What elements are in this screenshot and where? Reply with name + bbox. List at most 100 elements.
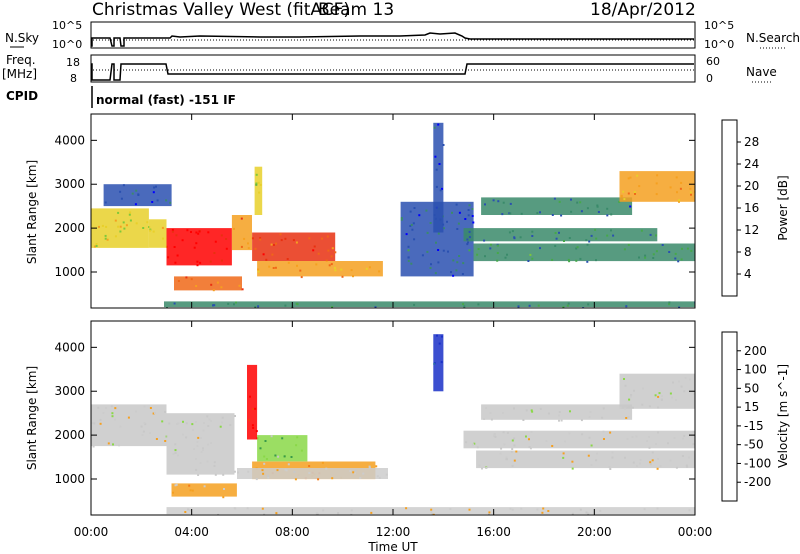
power-speckle bbox=[531, 230, 534, 233]
velocity-speckle bbox=[97, 406, 100, 409]
velocity-speckle bbox=[264, 440, 267, 442]
velocity-speckle bbox=[284, 468, 287, 471]
power-speckle bbox=[644, 256, 647, 259]
velocity-speckle bbox=[176, 423, 178, 426]
velocity-speckle bbox=[562, 456, 565, 459]
power-speckle bbox=[238, 284, 241, 287]
power-speckle bbox=[568, 237, 571, 239]
velocity-speckle bbox=[678, 380, 680, 383]
power-speckle bbox=[576, 201, 579, 204]
power-speckle bbox=[689, 191, 692, 194]
velocity-speckle bbox=[657, 395, 660, 398]
velocity-speckle bbox=[197, 474, 200, 476]
freq-panel bbox=[90, 54, 696, 83]
velocity-speckle bbox=[485, 407, 488, 410]
power-speckle bbox=[690, 193, 692, 196]
velocity-speckle bbox=[172, 491, 174, 494]
power-speckle bbox=[566, 304, 569, 307]
velocity-region-2 bbox=[171, 483, 237, 497]
time-tick-label: 16:00 bbox=[476, 525, 511, 539]
velocity-speckle bbox=[206, 415, 209, 418]
power-speckle bbox=[437, 249, 440, 251]
velocity-cbar-tick-label: 50 bbox=[744, 381, 759, 395]
power-speckle bbox=[195, 242, 198, 245]
velocity-speckle bbox=[513, 459, 516, 462]
velocity-speckle bbox=[688, 456, 691, 459]
velocity-speckle bbox=[182, 420, 184, 423]
velocity-speckle bbox=[431, 513, 434, 515]
power-speckle bbox=[135, 189, 138, 192]
power-speckle bbox=[558, 200, 561, 203]
power-speckle bbox=[539, 211, 541, 214]
velocity-y-tick-label: 1000 bbox=[54, 472, 85, 486]
power-speckle bbox=[196, 264, 199, 267]
power-speckle bbox=[255, 182, 258, 185]
power-cbar-tick-label: 16 bbox=[744, 201, 759, 215]
power-speckle bbox=[442, 227, 445, 230]
velocity-speckle bbox=[144, 423, 147, 426]
velocity-speckle bbox=[569, 410, 571, 413]
velocity-speckle bbox=[317, 478, 320, 481]
power-speckle bbox=[400, 218, 403, 221]
velocity-speckle bbox=[493, 434, 496, 437]
power-speckle bbox=[421, 254, 424, 257]
power-speckle bbox=[265, 258, 268, 261]
power-speckle bbox=[190, 231, 192, 233]
power-speckle bbox=[435, 168, 438, 171]
velocity-speckle bbox=[558, 411, 561, 413]
velocity-speckle bbox=[143, 422, 146, 424]
velocity-speckle bbox=[368, 466, 371, 469]
power-speckle bbox=[286, 258, 289, 260]
power-speckle bbox=[563, 240, 565, 242]
power-speckle bbox=[661, 244, 664, 246]
velocity-region-1 bbox=[166, 413, 235, 475]
velocity-speckle bbox=[110, 405, 113, 408]
velocity-speckle bbox=[627, 406, 630, 409]
velocity-speckle bbox=[93, 422, 96, 425]
power-speckle bbox=[255, 183, 258, 186]
power-speckle bbox=[467, 214, 470, 217]
power-speckle bbox=[689, 187, 692, 190]
velocity-region-10 bbox=[476, 450, 695, 469]
power-speckle bbox=[455, 269, 458, 272]
power-speckle bbox=[554, 232, 557, 234]
power-speckle bbox=[321, 237, 323, 240]
velocity-speckle bbox=[510, 450, 513, 453]
power-cbar-tick-label: 24 bbox=[744, 157, 759, 171]
velocity-speckle bbox=[654, 394, 657, 397]
velocity-speckle bbox=[262, 472, 265, 475]
velocity-speckle bbox=[440, 361, 443, 364]
velocity-speckle bbox=[541, 511, 544, 514]
power-speckle bbox=[634, 192, 636, 195]
power-speckle bbox=[434, 217, 437, 220]
velocity-speckle bbox=[202, 447, 204, 450]
velocity-cbar-tick-label: 200 bbox=[744, 344, 767, 358]
velocity-speckle bbox=[295, 444, 298, 447]
velocity-speckle bbox=[596, 452, 599, 455]
power-speckle bbox=[295, 241, 298, 244]
power-speckle bbox=[435, 185, 438, 188]
power-speckle bbox=[220, 259, 223, 262]
power-speckle bbox=[437, 232, 440, 235]
power-speckle bbox=[437, 261, 440, 264]
power-speckle bbox=[177, 280, 180, 282]
power-speckle bbox=[674, 252, 677, 255]
velocity-speckle bbox=[648, 435, 651, 438]
velocity-speckle bbox=[686, 465, 689, 468]
power-speckle bbox=[452, 274, 455, 277]
velocity-speckle bbox=[602, 430, 605, 433]
power-speckle bbox=[668, 301, 671, 304]
power-speckle bbox=[407, 245, 410, 248]
power-speckle bbox=[151, 201, 154, 203]
power-speckle bbox=[466, 243, 469, 246]
power-speckle bbox=[468, 236, 471, 239]
velocity-speckle bbox=[322, 509, 325, 512]
power-speckle bbox=[528, 304, 531, 307]
velocity-speckle bbox=[520, 507, 523, 510]
velocity-speckle bbox=[513, 437, 516, 440]
power-speckle bbox=[119, 230, 122, 233]
power-speckle bbox=[413, 238, 416, 241]
velocity-speckle bbox=[488, 511, 491, 514]
power-speckle bbox=[241, 288, 244, 291]
velocity-speckle bbox=[667, 442, 669, 445]
